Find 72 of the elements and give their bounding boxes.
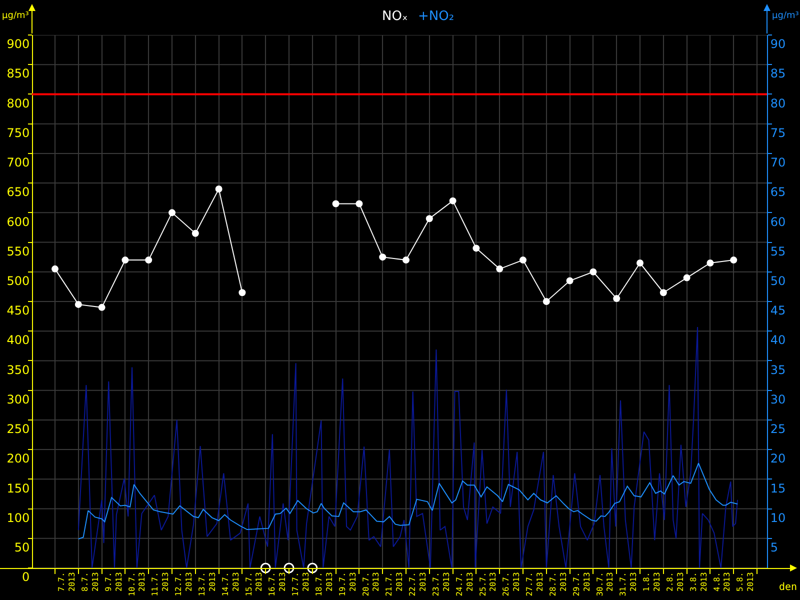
- y2-tick-label: 40: [770, 333, 786, 348]
- y2-tick-label: 80: [770, 96, 786, 110]
- y2-tick-label: 10: [770, 510, 786, 525]
- x-tick-label: 8.7. 2013: [80, 572, 100, 592]
- y2-tick-label: 45: [770, 304, 786, 318]
- x-tick-label: 25.7. 2013: [478, 572, 498, 596]
- text: +NO₂: [418, 9, 454, 24]
- x-tick-label: 1.8. 2013: [642, 572, 662, 592]
- x-tick-label: 4.8. 2013: [712, 572, 732, 592]
- y2-tick-label: 50: [770, 274, 786, 288]
- x-tick-label: 21.7. 2013: [384, 572, 404, 596]
- x-tick-label: 10.7. 2013: [127, 572, 147, 596]
- y-tick-label: 600: [6, 214, 30, 229]
- x-tick-label: 3.8. 2013: [688, 572, 708, 592]
- y2-tick-label: 55: [770, 244, 786, 258]
- x-tick-label: 18.7. 2013: [314, 572, 334, 596]
- x-tick-label: 2.8. 2013: [666, 572, 685, 592]
- y-tick-label: 150: [6, 481, 30, 496]
- x-tick-label: 14.7. 2013: [220, 572, 240, 596]
- y-tick-label: 900: [6, 37, 30, 52]
- y2-tick-label: 20: [770, 452, 786, 466]
- y2-tick-label: 75: [770, 126, 786, 140]
- x-tick-label: 7.7. 2013: [57, 572, 77, 592]
- y2-tick-label: 90: [770, 37, 786, 52]
- y2-tick-label: 60: [770, 214, 786, 229]
- y-tick-label: 250: [6, 422, 30, 436]
- y-tick-label: 400: [6, 333, 30, 348]
- y-tick-label: 550: [6, 244, 30, 258]
- x-tick-label: 29.7. 2013: [572, 572, 592, 596]
- y2-tick-label: 15: [770, 481, 786, 496]
- x-tick-label: 15.7. 2013: [244, 572, 264, 596]
- x-tick-label: 11.7. 2013: [150, 572, 170, 596]
- y2-tick-label: 5: [770, 540, 778, 554]
- y-tick-label: 750: [6, 126, 30, 140]
- x-tick-label: 22.7. 2013: [408, 572, 428, 596]
- x-tick-label: 24.7. 2013: [454, 572, 474, 596]
- x-tick-label: 27.7. 2013: [525, 572, 545, 596]
- x-tick-label: 28.7. 2013: [548, 572, 568, 596]
- x-tick-label: 5.8. 2013: [736, 572, 756, 592]
- x-tick-label: 19.7. 2013: [338, 572, 358, 596]
- y-tick-label: 850: [6, 66, 30, 81]
- x-tick-label: 30.7. 2013: [595, 572, 615, 596]
- y2-tick-label: 30: [770, 392, 786, 406]
- x-tick-label: 16.7. 2013: [268, 572, 288, 596]
- y-tick-label: 500: [6, 274, 30, 288]
- y2-tick-label: 65: [770, 185, 786, 200]
- y-tick-label: 0: [22, 570, 30, 584]
- y2-tick-label: 35: [770, 362, 786, 377]
- y-tick-label: 50: [14, 540, 30, 554]
- y-tick-label: 300: [6, 392, 30, 406]
- y-tick-label: 100: [6, 510, 30, 525]
- x-tick-label: 20.7. 2013: [361, 572, 381, 596]
- y-tick-label: 350: [6, 362, 30, 377]
- y-tick-label: 450: [6, 304, 30, 318]
- y2-axis-title: µg/m³: [772, 11, 800, 21]
- text: NOₓ: [382, 9, 408, 24]
- x-tick-label: 9.7. 2013: [104, 572, 124, 592]
- x-tick-label: 23.7. 2013: [432, 572, 451, 596]
- x-tick-label: 31.7. 2013: [618, 572, 638, 596]
- x-axis-title: den: [779, 582, 798, 593]
- y-tick-label: 800: [6, 96, 30, 110]
- y2-tick-label: 25: [770, 422, 786, 436]
- y-axis-title: µg/m³: [2, 11, 30, 21]
- x-tick-label: 26.7. 2013: [502, 572, 522, 596]
- x-tick-label: 13.7. 2013: [198, 572, 217, 596]
- y2-tick-label: 70: [770, 156, 786, 170]
- x-tick-label: 17.7. 2013: [291, 572, 311, 596]
- y-tick-label: 650: [6, 185, 30, 200]
- y-tick-label: 200: [6, 452, 30, 466]
- x-tick-label: 12.7. 2013: [174, 572, 194, 596]
- y-tick-label: 700: [6, 156, 30, 170]
- y2-tick-label: 85: [770, 66, 786, 81]
